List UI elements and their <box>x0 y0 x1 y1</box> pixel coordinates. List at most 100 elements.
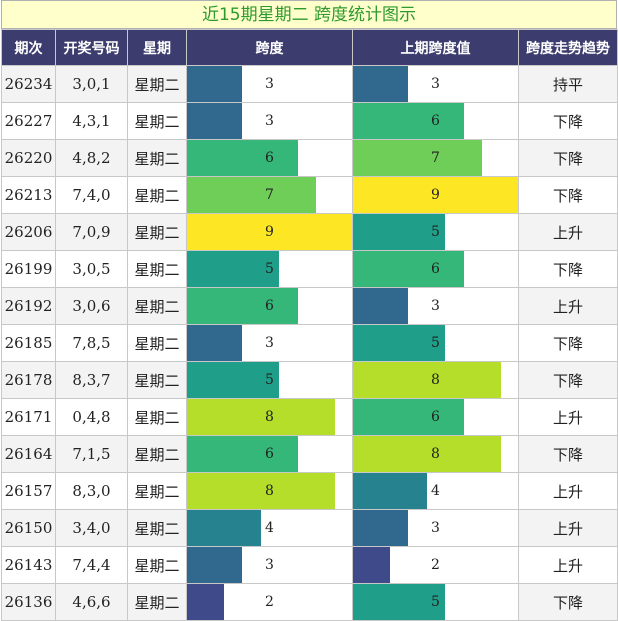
trend-cell: 上升 <box>518 509 618 547</box>
prev-span-cell: 8 <box>352 435 519 473</box>
table-row: 26199 3,0,5 星期二 5 6 下降 <box>1 250 618 288</box>
numbers-cell: 0,4,8 <box>55 398 128 436</box>
trend-cell: 上升 <box>518 472 618 510</box>
header-issue: 期次 <box>1 29 56 66</box>
trend-cell: 上升 <box>518 213 618 251</box>
span-cell: 3 <box>186 102 353 140</box>
trend-cell: 下降 <box>518 583 618 621</box>
span-table: 期次 开奖号码 星期 跨度 上期跨度值 跨度走势趋势 26234 3,0,1 星期二… <box>1 29 618 621</box>
issue-cell: 26206 <box>1 213 56 251</box>
prev-span-cell: 6 <box>352 102 519 140</box>
prev-span-cell-value: 4 <box>431 483 440 499</box>
issue-cell: 26227 <box>1 102 56 140</box>
weekday-cell: 星期二 <box>127 250 187 288</box>
prev-span-cell-value: 9 <box>431 187 440 203</box>
span-cell-value: 2 <box>265 594 274 610</box>
table-row: 26227 4,3,1 星期二 3 6 下降 <box>1 102 618 140</box>
span-cell-value: 9 <box>265 224 274 240</box>
numbers-cell: 4,3,1 <box>55 102 128 140</box>
trend-cell: 上升 <box>518 398 618 436</box>
numbers-cell: 8,3,0 <box>55 472 128 510</box>
weekday-cell: 星期二 <box>127 287 187 325</box>
page-title: 近15期星期二 跨度统计图示 <box>1 0 617 29</box>
prev-span-cell-value: 7 <box>431 150 440 166</box>
table-row: 26220 4,8,2 星期二 6 7 下降 <box>1 139 618 177</box>
prev-span-cell: 6 <box>352 250 519 288</box>
weekday-cell: 星期二 <box>127 472 187 510</box>
span-cell-value: 5 <box>265 261 274 277</box>
table-row: 26178 8,3,7 星期二 5 8 下降 <box>1 361 618 399</box>
prev-span-cell-value: 5 <box>431 335 440 351</box>
trend-cell: 上升 <box>518 287 618 325</box>
numbers-cell: 4,8,2 <box>55 139 128 177</box>
prev-span-cell-bar <box>353 140 482 176</box>
span-cell-bar <box>187 66 242 102</box>
table-row: 26164 7,1,5 星期二 6 8 下降 <box>1 435 618 473</box>
span-cell-bar <box>187 214 352 250</box>
numbers-cell: 7,4,4 <box>55 546 128 584</box>
issue-cell: 26178 <box>1 361 56 399</box>
numbers-cell: 7,4,0 <box>55 176 128 214</box>
issue-cell: 26185 <box>1 324 56 362</box>
header-trend: 跨度走势趋势 <box>518 29 618 66</box>
table-header-row: 期次 开奖号码 星期 跨度 上期跨度值 跨度走势趋势 <box>1 29 618 66</box>
numbers-cell: 3,4,0 <box>55 509 128 547</box>
table-row: 26150 3,4,0 星期二 4 3 上升 <box>1 509 618 547</box>
numbers-cell: 4,6,6 <box>55 583 128 621</box>
span-cell-value: 3 <box>265 557 274 573</box>
prev-span-cell-bar <box>353 399 464 435</box>
issue-cell: 26199 <box>1 250 56 288</box>
prev-span-cell: 6 <box>352 398 519 436</box>
span-cell: 9 <box>186 213 353 251</box>
numbers-cell: 3,0,1 <box>55 65 128 103</box>
trend-cell: 上升 <box>518 546 618 584</box>
span-cell-value: 5 <box>265 372 274 388</box>
issue-cell: 26150 <box>1 509 56 547</box>
header-prev-span: 上期跨度值 <box>352 29 519 66</box>
span-cell: 6 <box>186 287 353 325</box>
span-cell-bar <box>187 140 298 176</box>
span-cell-bar <box>187 251 279 287</box>
table-row: 26185 7,8,5 星期二 3 5 下降 <box>1 324 618 362</box>
span-cell-value: 3 <box>265 335 274 351</box>
span-cell-bar <box>187 325 242 361</box>
prev-span-cell: 3 <box>352 65 519 103</box>
span-cell: 8 <box>186 398 353 436</box>
span-cell: 3 <box>186 546 353 584</box>
span-cell-value: 8 <box>265 409 274 425</box>
table-row: 26213 7,4,0 星期二 7 9 下降 <box>1 176 618 214</box>
prev-span-cell-bar <box>353 214 445 250</box>
prev-span-cell: 5 <box>352 583 519 621</box>
trend-cell: 下降 <box>518 435 618 473</box>
numbers-cell: 8,3,7 <box>55 361 128 399</box>
prev-span-cell-value: 6 <box>431 261 440 277</box>
prev-span-cell-value: 8 <box>431 446 440 462</box>
prev-span-cell: 3 <box>352 509 519 547</box>
prev-span-cell-bar <box>353 251 464 287</box>
issue-cell: 26213 <box>1 176 56 214</box>
weekday-cell: 星期二 <box>127 139 187 177</box>
issue-cell: 26220 <box>1 139 56 177</box>
prev-span-cell-bar <box>353 325 445 361</box>
prev-span-cell-bar <box>353 177 518 213</box>
weekday-cell: 星期二 <box>127 361 187 399</box>
issue-cell: 26143 <box>1 546 56 584</box>
weekday-cell: 星期二 <box>127 102 187 140</box>
prev-span-cell-bar <box>353 288 408 324</box>
table-row: 26157 8,3,0 星期二 8 4 上升 <box>1 472 618 510</box>
issue-cell: 26171 <box>1 398 56 436</box>
span-cell-value: 3 <box>265 113 274 129</box>
prev-span-cell-value: 5 <box>431 224 440 240</box>
prev-span-cell-value: 3 <box>431 298 440 314</box>
prev-span-cell: 5 <box>352 324 519 362</box>
prev-span-cell: 5 <box>352 213 519 251</box>
span-cell: 6 <box>186 435 353 473</box>
prev-span-cell-value: 3 <box>431 520 440 536</box>
prev-span-cell-bar <box>353 66 408 102</box>
span-cell-bar <box>187 362 279 398</box>
prev-span-cell-bar <box>353 584 445 620</box>
header-numbers: 开奖号码 <box>55 29 128 66</box>
span-cell-bar <box>187 288 298 324</box>
weekday-cell: 星期二 <box>127 398 187 436</box>
prev-span-cell-value: 8 <box>431 372 440 388</box>
